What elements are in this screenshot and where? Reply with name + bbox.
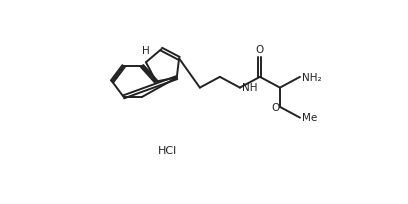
Text: HCl: HCl: [158, 146, 177, 156]
Text: H: H: [142, 46, 150, 56]
Text: NH₂: NH₂: [302, 73, 322, 83]
Text: O: O: [271, 103, 279, 113]
Text: Me: Me: [302, 113, 317, 123]
Text: NH: NH: [242, 83, 258, 93]
Text: O: O: [256, 45, 264, 55]
